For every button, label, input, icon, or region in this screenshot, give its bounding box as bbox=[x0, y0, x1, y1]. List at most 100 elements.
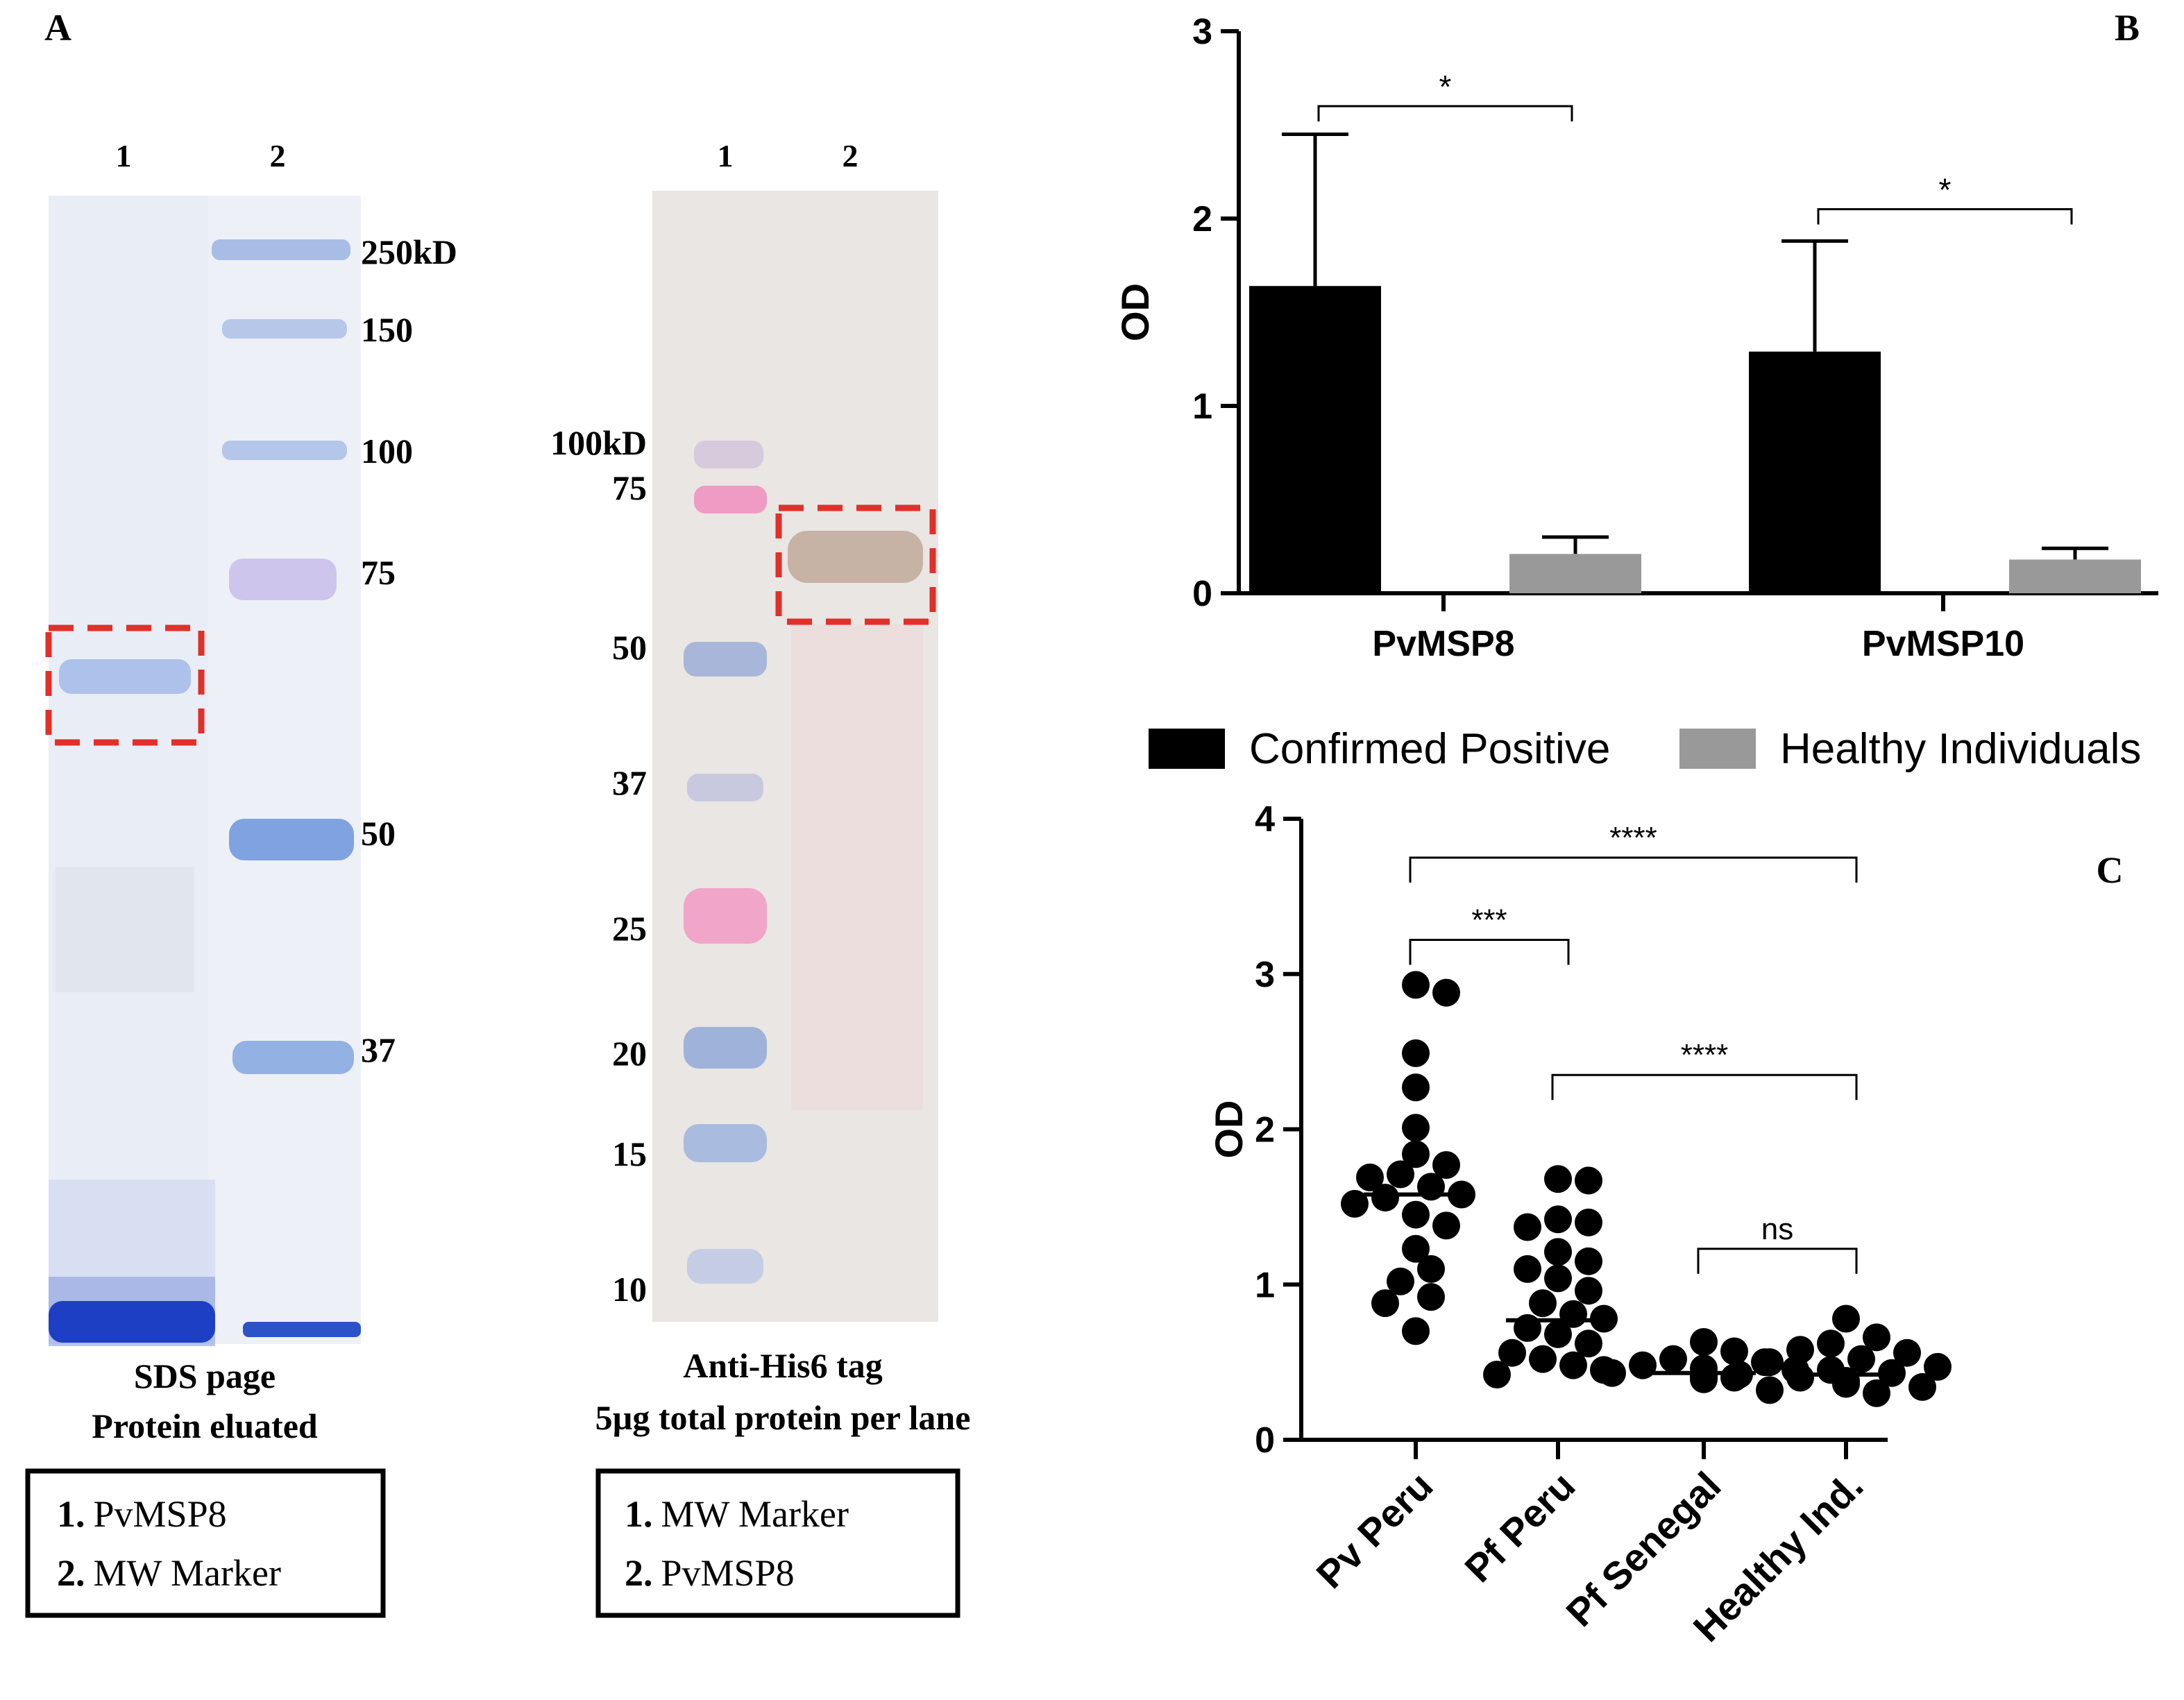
b-y-tick-label: 0 bbox=[1192, 574, 1212, 614]
c-data-point bbox=[1402, 1114, 1430, 1142]
sds-marker-label-150: 150 bbox=[361, 310, 413, 349]
c-data-point bbox=[1575, 1208, 1602, 1236]
wb-marker-label-10: 10 bbox=[612, 1270, 647, 1309]
sds-marker-band-150 bbox=[222, 319, 347, 339]
sds-marker-label-100: 100 bbox=[361, 432, 413, 470]
sds-marker-label-50: 50 bbox=[361, 814, 396, 853]
wb-legend-box bbox=[595, 1468, 960, 1618]
c-data-point bbox=[1690, 1328, 1718, 1357]
panel-letter-b: B bbox=[2115, 7, 2140, 49]
c-data-point bbox=[1575, 1166, 1602, 1195]
c-data-point bbox=[1356, 1163, 1384, 1191]
wb-marker-label-25: 25 bbox=[612, 909, 647, 948]
c-significance-label: ns bbox=[1761, 1212, 1793, 1246]
wb-marker-band-37 bbox=[687, 774, 763, 801]
c-data-point bbox=[1544, 1238, 1572, 1266]
wb-lane-label-2: 2 bbox=[843, 138, 858, 173]
sds-dye-front-lane1 bbox=[49, 1301, 215, 1343]
c-data-point bbox=[1575, 1277, 1602, 1305]
c-data-point bbox=[1402, 1039, 1430, 1067]
wb-lane-label-1: 1 bbox=[718, 138, 734, 173]
wb-marker-band-10 bbox=[687, 1249, 763, 1284]
c-data-point bbox=[1544, 1264, 1572, 1293]
c-data-point bbox=[1725, 1361, 1753, 1389]
c-y-tick-label: 1 bbox=[1255, 1265, 1275, 1305]
wb-marker-band-25 bbox=[684, 888, 767, 944]
sds-caption-line2: Protein eluated bbox=[92, 1406, 318, 1445]
chart-b: 0 1 2 3 OD PvMSP8 * PvMSP10 * Confirmed Positive H… bbox=[1113, 12, 2158, 773]
c-x-tick-label: Pv Peru bbox=[1307, 1463, 1441, 1597]
b-significance-bracket bbox=[1817, 208, 2073, 225]
b-y-tick-label: 2 bbox=[1192, 199, 1212, 239]
panel-letter-a: A bbox=[44, 7, 71, 49]
c-y-axis-label: OD bbox=[1207, 1100, 1251, 1159]
c-data-point bbox=[1817, 1329, 1845, 1358]
c-data-point bbox=[1832, 1370, 1860, 1398]
b-x-tick-label: PvMSP8 bbox=[1372, 624, 1514, 664]
wb-marker-label-50: 50 bbox=[612, 628, 647, 667]
sds-marker-label-37: 37 bbox=[361, 1030, 396, 1069]
c-data-point bbox=[1544, 1205, 1572, 1234]
c-data-point bbox=[1402, 1234, 1430, 1263]
c-data-point bbox=[1863, 1323, 1890, 1352]
c-data-point bbox=[1432, 1212, 1460, 1240]
sds-lane-label-2: 2 bbox=[270, 138, 286, 173]
sds-marker-band-37 bbox=[232, 1041, 354, 1074]
wb-marker-label-15: 15 bbox=[612, 1134, 647, 1173]
c-data-point bbox=[1756, 1348, 1784, 1377]
sds-marker-band-75 bbox=[229, 559, 337, 600]
wb-legend-item-1: 1. MW Marker bbox=[625, 1493, 849, 1535]
c-y-tick-label: 3 bbox=[1255, 955, 1275, 995]
sds-gel: 1 2 250kD 150 100 75 50 37 SDS page Prot… bbox=[25, 138, 457, 1618]
c-significance-bracket bbox=[1409, 939, 1570, 965]
sds-legend-box bbox=[25, 1468, 386, 1618]
panel-letter-c: C bbox=[2097, 849, 2124, 891]
c-y-tick-label: 2 bbox=[1255, 1110, 1275, 1150]
c-data-point bbox=[1629, 1351, 1657, 1379]
c-data-point bbox=[1529, 1289, 1557, 1318]
wb-marker-band-75 bbox=[694, 486, 767, 513]
c-significance-bracket bbox=[1409, 856, 1858, 883]
b-bar bbox=[1249, 286, 1381, 593]
wb-marker-band-20 bbox=[684, 1027, 767, 1069]
wb-target-band bbox=[788, 531, 923, 583]
c-significance-bracket bbox=[1551, 1073, 1858, 1100]
c-data-point bbox=[1544, 1320, 1572, 1348]
c-y-tick-label: 0 bbox=[1255, 1420, 1275, 1461]
c-data-point bbox=[1402, 1317, 1430, 1345]
c-data-point bbox=[1832, 1304, 1860, 1333]
wb-marker-label-100: 100kD bbox=[550, 423, 647, 462]
c-data-point bbox=[1417, 1255, 1445, 1283]
sds-marker-band-250 bbox=[212, 239, 350, 260]
c-data-point bbox=[1432, 1150, 1460, 1179]
b-significance-label: * bbox=[1439, 69, 1452, 105]
c-data-point bbox=[1514, 1255, 1541, 1283]
b-significance-label: * bbox=[1939, 172, 1952, 208]
wb-marker-label-37: 37 bbox=[612, 763, 647, 802]
sds-gel-smear bbox=[56, 867, 194, 992]
sds-marker-label-75: 75 bbox=[361, 553, 396, 592]
c-data-point bbox=[1387, 1267, 1414, 1295]
sds-legend-item-1: 1. PvMSP8 bbox=[57, 1493, 227, 1535]
sds-lane-label-1: 1 bbox=[116, 138, 132, 173]
b-bar bbox=[1749, 351, 1881, 593]
c-data-point bbox=[1529, 1345, 1557, 1373]
sds-caption-line1: SDS page bbox=[134, 1357, 276, 1395]
c-significance-label: *** bbox=[1471, 903, 1507, 937]
c-data-point bbox=[1544, 1165, 1572, 1193]
c-data-point bbox=[1575, 1247, 1602, 1275]
c-data-point bbox=[1371, 1183, 1399, 1212]
b-y-tick-label: 3 bbox=[1192, 12, 1212, 52]
b-legend-label: Healthy Individuals bbox=[1780, 725, 2141, 773]
c-data-point bbox=[1690, 1365, 1718, 1393]
c-data-point bbox=[1402, 971, 1430, 999]
wb-caption-line1: Anti-His6 tag bbox=[683, 1346, 883, 1385]
c-data-point bbox=[1371, 1289, 1399, 1318]
c-data-point bbox=[1417, 1283, 1445, 1311]
b-legend-swatch bbox=[1679, 729, 1756, 769]
sds-legend-item-2: 2. MW Marker bbox=[57, 1552, 281, 1594]
c-data-point bbox=[1432, 978, 1460, 1007]
sds-dye-front-lane2 bbox=[243, 1322, 361, 1337]
wb-highlight-box bbox=[775, 504, 936, 625]
